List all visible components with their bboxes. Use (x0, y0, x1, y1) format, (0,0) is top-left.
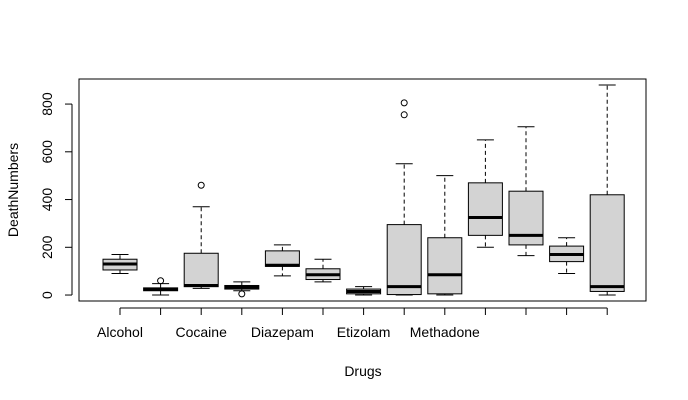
x-tick-label: Cocaine (176, 324, 228, 340)
box (346, 286, 382, 296)
y-tick-label: 800 (39, 92, 55, 116)
box (386, 99, 422, 296)
outlier-point (400, 111, 408, 119)
box-group (102, 84, 625, 298)
outlier-point (197, 181, 205, 189)
x-tick-label: Etizolam (337, 324, 391, 340)
outlier-point (400, 99, 408, 107)
box (224, 281, 260, 298)
x-axis: Alcohol Cocaine Diazepam Etizolam Methadone (97, 307, 608, 340)
y-tick-label: 0 (39, 291, 55, 299)
y-axis: 0 200 400 600 800 (39, 92, 73, 299)
box (427, 175, 463, 296)
y-tick-label: 400 (39, 188, 55, 212)
x-tick-label: Methadone (410, 324, 480, 340)
y-tick-label: 200 (39, 235, 55, 259)
box-iqr (427, 237, 463, 295)
outlier-point (238, 290, 246, 298)
box-iqr (386, 224, 422, 296)
x-axis-title: Drugs (344, 363, 381, 379)
x-tick-label: Alcohol (97, 324, 143, 340)
box (143, 277, 179, 296)
box-iqr (589, 194, 625, 292)
box-iqr (467, 182, 503, 236)
y-axis-title: DeathNumbers (5, 143, 21, 237)
plot-frame (78, 78, 647, 302)
outlier-point (157, 277, 165, 285)
box (549, 237, 585, 275)
box (589, 84, 625, 296)
box (264, 244, 300, 277)
x-tick-label: Diazepam (251, 324, 314, 340)
box (508, 126, 544, 257)
box (305, 258, 341, 283)
box (467, 139, 503, 248)
box-iqr (183, 252, 219, 288)
y-tick-label: 600 (39, 140, 55, 164)
box (102, 253, 138, 275)
box (183, 181, 219, 289)
